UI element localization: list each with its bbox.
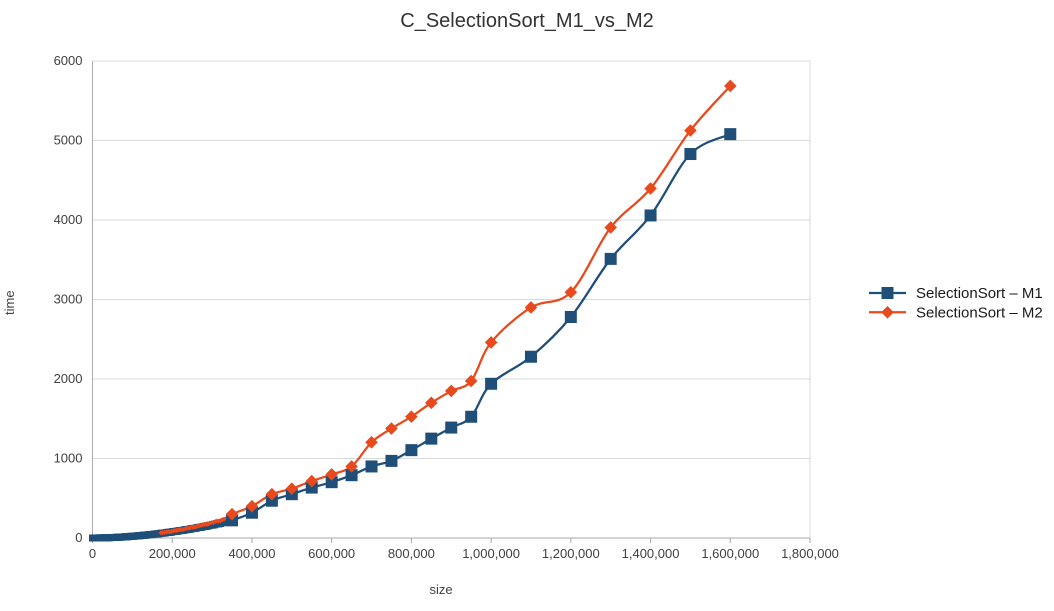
svg-text:1,600,000: 1,600,000 [701, 546, 759, 561]
svg-text:400,000: 400,000 [228, 546, 275, 561]
svg-text:2000: 2000 [54, 371, 83, 386]
svg-text:5000: 5000 [54, 133, 83, 148]
svg-text:0: 0 [75, 530, 82, 545]
svg-text:600,000: 600,000 [308, 546, 355, 561]
svg-text:1,400,000: 1,400,000 [622, 546, 680, 561]
svg-text:SelectionSort – M2: SelectionSort – M2 [916, 304, 1043, 321]
svg-text:4000: 4000 [54, 212, 83, 227]
svg-text:1000: 1000 [54, 451, 83, 466]
svg-text:3000: 3000 [54, 292, 83, 307]
svg-text:1,800,000: 1,800,000 [781, 546, 839, 561]
svg-text:1,200,000: 1,200,000 [542, 546, 600, 561]
svg-text:SelectionSort – M1: SelectionSort – M1 [916, 285, 1043, 302]
svg-text:6000: 6000 [54, 53, 83, 68]
svg-text:0: 0 [89, 546, 96, 561]
svg-text:200,000: 200,000 [149, 546, 196, 561]
svg-text:1,000,000: 1,000,000 [462, 546, 520, 561]
svg-text:800,000: 800,000 [388, 546, 435, 561]
